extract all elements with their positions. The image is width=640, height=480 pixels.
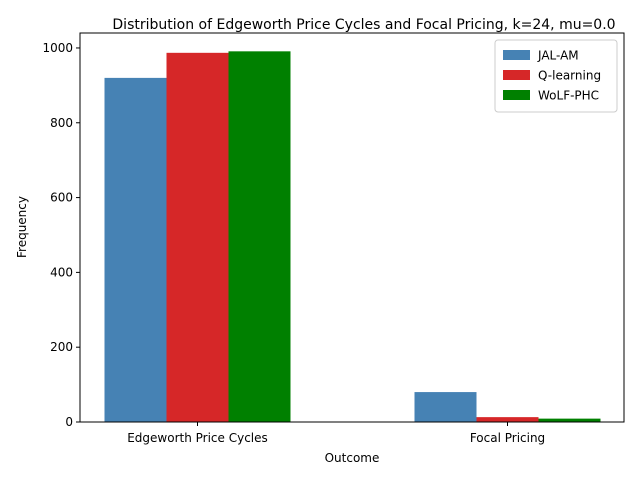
x-tick-label: Focal Pricing	[470, 431, 545, 445]
bar-q-learning-1	[476, 417, 539, 422]
bar-q-learning-0	[166, 52, 229, 423]
bar-jal-am-1	[414, 392, 477, 422]
chart-title: Distribution of Edgeworth Price Cycles a…	[112, 17, 615, 33]
legend-label-1: Q-learning	[538, 69, 601, 83]
legend: JAL-AM Q-learning WoLF-PHC	[494, 39, 618, 113]
bar-wolf-phc-1	[538, 418, 601, 422]
y-axis-label: Frequency	[15, 196, 29, 258]
bar-jal-am-0	[104, 77, 167, 422]
legend-swatch-0	[503, 50, 530, 60]
x-tick-label: Edgeworth Price Cycles	[127, 431, 268, 445]
legend-label-2: WoLF-PHC	[538, 89, 599, 103]
plot-frame	[79, 32, 625, 423]
x-axis: Edgeworth Price Cycles Focal Pricing	[127, 422, 545, 445]
y-axis: 0 200 400 600 800 1000	[42, 41, 80, 429]
y-tick-label: 400	[50, 265, 73, 279]
bars-group	[104, 51, 601, 423]
x-axis-label: Outcome	[325, 451, 380, 465]
bar-wolf-phc-0	[228, 51, 291, 423]
y-tick-label: 0	[65, 415, 73, 429]
y-tick-label: 800	[50, 116, 73, 130]
y-tick-label: 200	[50, 340, 73, 354]
legend-swatch-1	[503, 70, 530, 80]
legend-label-0: JAL-AM	[537, 49, 579, 63]
y-tick-label: 1000	[42, 41, 73, 55]
legend-swatch-2	[503, 90, 530, 100]
y-tick-label: 600	[50, 191, 73, 205]
